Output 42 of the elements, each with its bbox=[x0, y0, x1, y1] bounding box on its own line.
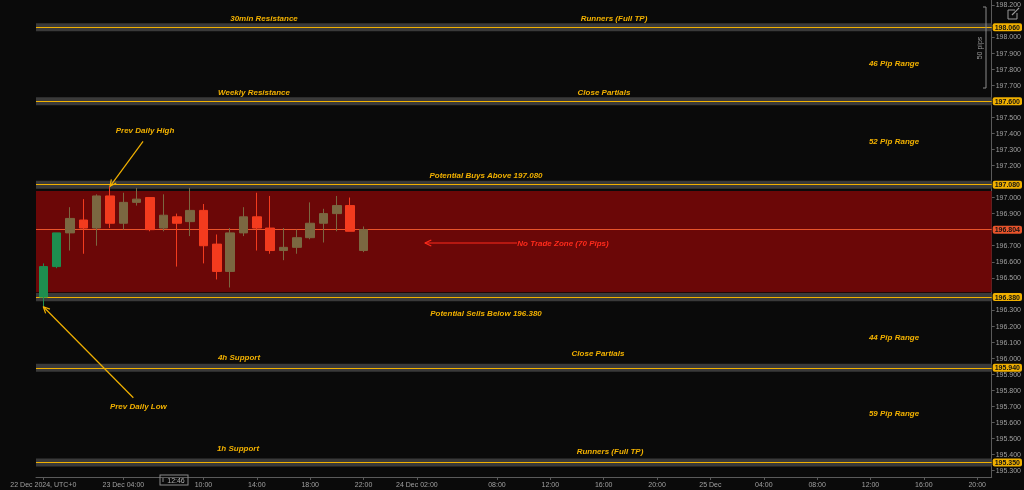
candlestick bbox=[345, 197, 355, 232]
candlestick bbox=[239, 206, 248, 237]
candlestick bbox=[159, 193, 168, 232]
annotation: 46 Pip Range bbox=[867, 58, 920, 68]
annotation: 52 Pip Range bbox=[868, 136, 920, 146]
candlestick bbox=[105, 185, 115, 229]
candlestick bbox=[199, 203, 208, 264]
annotation: 4h Support bbox=[216, 352, 261, 362]
candlestick bbox=[265, 195, 275, 255]
candlestick bbox=[359, 225, 368, 253]
candlestick bbox=[292, 229, 302, 255]
candlestick bbox=[39, 262, 48, 308]
annotation: Runners (Full TP) bbox=[580, 13, 648, 23]
candlestick bbox=[305, 201, 315, 240]
annotation: Weekly Resistance bbox=[218, 87, 291, 97]
annotation: 1h Support bbox=[216, 443, 260, 453]
candlestick bbox=[119, 192, 128, 231]
annotation: 59 Pip Range bbox=[868, 408, 920, 418]
candlestick bbox=[132, 187, 141, 207]
candlestick bbox=[185, 187, 195, 237]
annotation: No Trade Zone (70 Pips) bbox=[517, 238, 610, 248]
candlestick bbox=[279, 227, 288, 261]
annotation: Close Partials bbox=[571, 348, 625, 358]
annotation: Potential Buys Above 197.080 bbox=[429, 170, 544, 180]
candlestick bbox=[225, 227, 235, 288]
candlestick bbox=[79, 198, 88, 255]
annotation: Close Partials bbox=[577, 87, 631, 97]
candlestick bbox=[172, 213, 182, 268]
candlestick bbox=[332, 195, 342, 232]
annotation: 30min Resistance bbox=[230, 13, 299, 23]
annotation: Potential Sells Below 196.380 bbox=[430, 308, 543, 318]
candlestick bbox=[65, 206, 75, 252]
candlestick bbox=[212, 233, 222, 280]
candlestick bbox=[52, 232, 61, 269]
annotation: Prev Daily Low bbox=[109, 402, 168, 412]
candlestick bbox=[252, 192, 262, 252]
annotation: Prev Daily High bbox=[115, 125, 175, 135]
annotation: Runners (Full TP) bbox=[576, 446, 644, 456]
candlestick bbox=[145, 197, 155, 232]
annotation: 44 Pip Range bbox=[867, 332, 920, 342]
candlestick bbox=[319, 208, 328, 244]
candlestick bbox=[92, 193, 101, 247]
